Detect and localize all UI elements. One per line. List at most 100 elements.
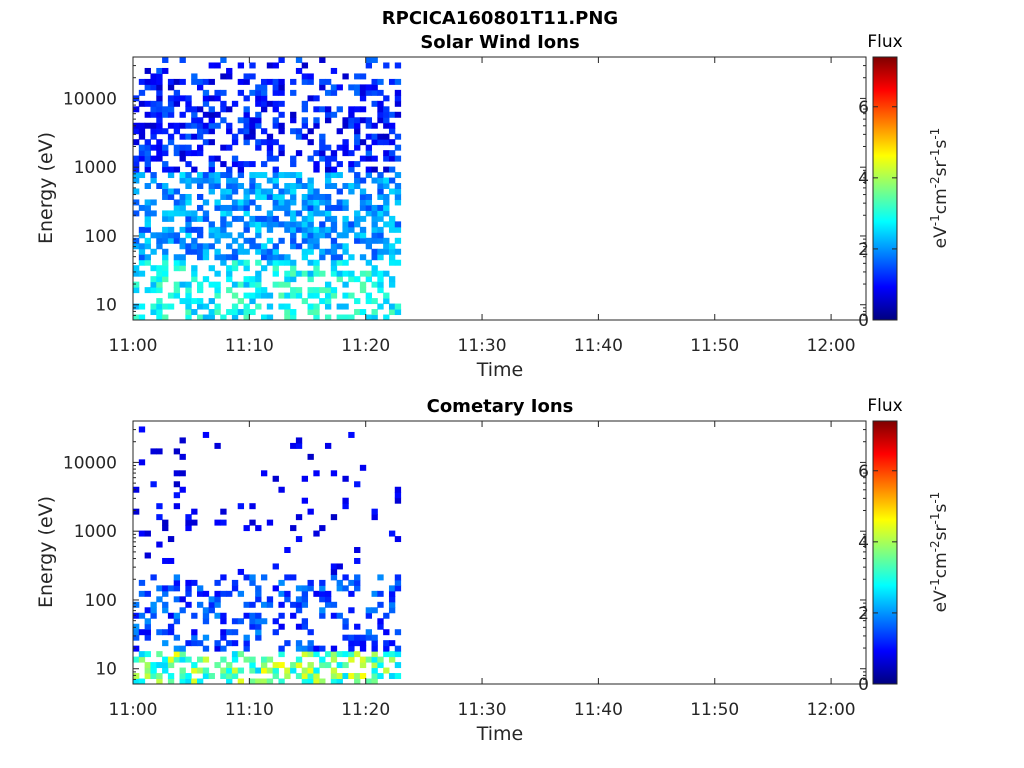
spectrogram-cell <box>307 579 314 586</box>
spectrogram-cell <box>185 281 192 288</box>
spectrogram-cell <box>307 95 314 102</box>
spectrogram-cell <box>249 574 256 581</box>
spectrogram-cell <box>202 431 210 438</box>
spectrogram-cell <box>290 270 297 277</box>
spectrogram-cell <box>214 287 221 294</box>
spectrogram-cell <box>196 204 204 211</box>
spectrogram-cell <box>173 188 181 195</box>
spectrogram-cell <box>278 612 285 619</box>
spectrogram-cell <box>336 579 343 586</box>
spectrogram-cell <box>237 281 245 288</box>
spectrogram-cell <box>284 210 291 217</box>
spectrogram-cell <box>278 128 285 135</box>
spectrogram-cell <box>377 618 384 625</box>
spectrogram-cell <box>202 254 210 261</box>
spectrogram-cell <box>307 585 314 592</box>
spectrogram-cell <box>179 199 186 206</box>
spectrogram-cell <box>214 62 221 69</box>
spectrogram-cell <box>377 89 384 96</box>
spectrogram-cell <box>156 117 163 124</box>
spectrogram-cell <box>156 67 163 74</box>
spectrogram-cell <box>371 667 378 674</box>
spectrogram-cell <box>214 177 221 184</box>
spectrogram-cell <box>208 243 215 250</box>
spectrogram-cell <box>202 303 210 310</box>
spectrogram-cell <box>377 601 384 608</box>
spectrogram-cell <box>138 128 146 135</box>
spectrogram-cell <box>191 309 198 316</box>
spectrogram-cell <box>266 519 274 526</box>
spectrogram-cell <box>144 243 151 250</box>
spectrogram-cell <box>371 298 378 305</box>
spectrogram-cell <box>272 199 279 206</box>
spectrogram-cell <box>226 276 233 283</box>
x-tick-label: 11:30 <box>458 700 507 720</box>
spectrogram-cell <box>394 89 402 96</box>
spectrogram-cell <box>354 139 361 146</box>
spectrogram-cell <box>342 73 349 80</box>
spectrogram-cell <box>220 117 227 124</box>
spectrogram-cell <box>249 579 256 586</box>
spectrogram-cell <box>284 596 291 603</box>
spectrogram-cell <box>388 188 396 195</box>
spectrogram-cell <box>307 645 314 652</box>
spectrogram-cell <box>295 442 303 449</box>
spectrogram-cell <box>278 623 285 630</box>
spectrogram-cell <box>162 215 169 222</box>
spectrogram-cell <box>330 667 338 674</box>
spectrogram-cell <box>377 623 384 630</box>
spectrogram-cell <box>196 84 204 91</box>
spectrogram-cell <box>260 161 268 168</box>
spectrogram-cell <box>354 574 361 581</box>
spectrogram-cell <box>167 215 175 222</box>
spectrogram-cell <box>214 122 221 129</box>
spectrogram-cell <box>196 287 204 294</box>
spectrogram-cell <box>359 73 367 80</box>
spectrogram-cell <box>324 303 332 310</box>
spectrogram-cell <box>307 232 314 239</box>
spectrogram-cell <box>162 210 169 217</box>
spectrogram-cell <box>138 314 146 321</box>
spectrogram-cell <box>272 563 279 570</box>
spectrogram-cell <box>394 486 402 493</box>
spectrogram-cell <box>354 557 361 564</box>
spectrogram-cell <box>278 188 285 195</box>
x-axis: 11:00 11:10 11:20 11:30 11:40 11:50 12:00 <box>109 57 856 356</box>
spectrogram-cell <box>336 585 343 592</box>
spectrogram-cell <box>249 199 256 206</box>
spectrogram-cell <box>150 673 157 680</box>
spectrogram-cell <box>388 656 396 663</box>
spectrogram-cell <box>226 188 233 195</box>
spectrogram-cell <box>220 259 227 266</box>
spectrogram-cell <box>226 128 233 135</box>
spectrogram-cell <box>394 574 402 581</box>
spectrogram-cell <box>260 106 268 113</box>
spectrogram-cell <box>220 519 227 526</box>
spectrogram-cell <box>330 287 338 294</box>
spectrogram-cell <box>156 309 163 316</box>
spectrogram-cell <box>202 122 210 129</box>
spectrogram-cell <box>371 133 378 140</box>
spectrogram-cell <box>388 128 396 135</box>
spectrogram-cell <box>394 662 402 669</box>
spectrogram-cell <box>272 139 279 146</box>
spectrogram-cell <box>208 673 215 680</box>
spectrogram-cell <box>354 298 361 305</box>
spectrogram-cell <box>220 574 227 581</box>
spectrogram-cell <box>185 678 192 685</box>
spectrogram-cell <box>226 243 233 250</box>
spectrogram-cell <box>371 514 378 521</box>
spectrogram-cell <box>284 204 291 211</box>
colorbar <box>872 56 898 321</box>
spectrogram-cell <box>243 645 250 652</box>
spectrogram-cell <box>295 243 303 250</box>
y-tick-label: 10 <box>95 296 117 316</box>
spectrogram-cell <box>162 248 169 255</box>
spectrogram-cell <box>196 590 204 597</box>
spectrogram-cell <box>290 612 297 619</box>
spectrogram-cell <box>388 177 396 184</box>
spectrogram-cell <box>191 612 198 619</box>
spectrogram-cell <box>260 667 268 674</box>
spectrogram-cell <box>150 122 157 129</box>
spectrogram-cell <box>272 100 279 107</box>
